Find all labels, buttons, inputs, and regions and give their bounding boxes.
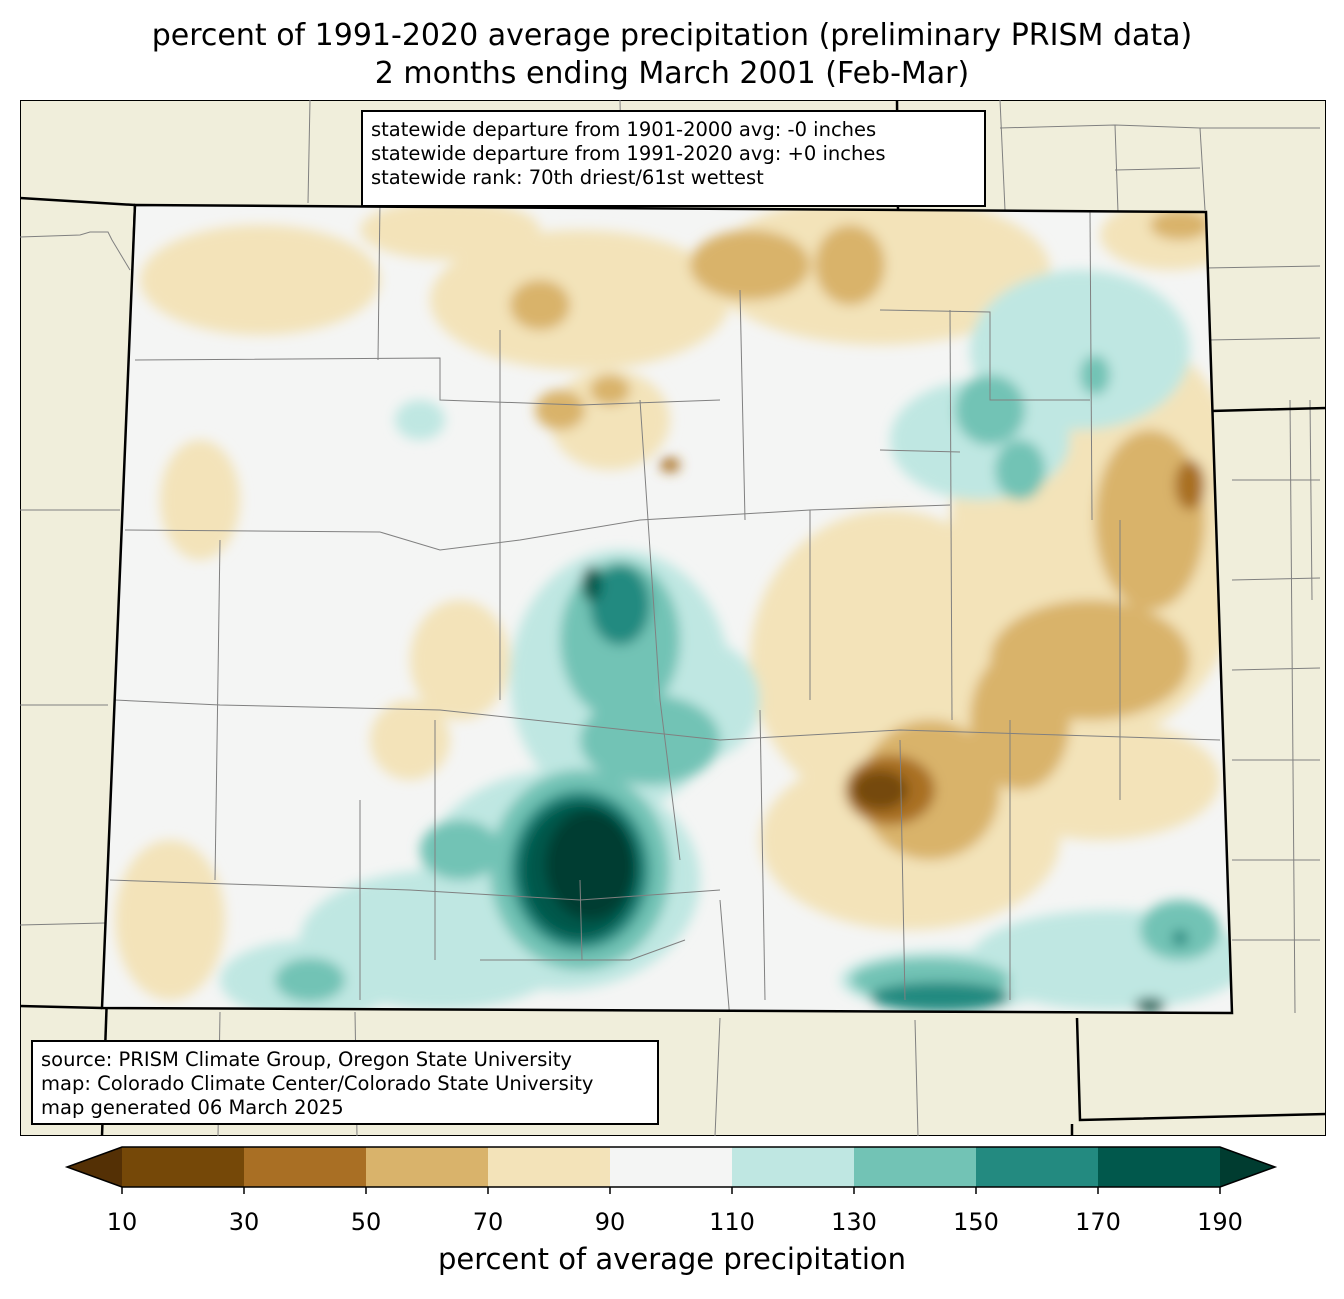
colorbar-segment: [854, 1147, 976, 1187]
colorbar-segment: [1098, 1147, 1220, 1187]
colorbar-segment: [122, 1147, 244, 1187]
county-lines: [109, 205, 1221, 1013]
stats-departure-1991: statewide departure from 1991-2020 avg: …: [371, 142, 886, 165]
colorbar: 10 30 50 70 90 110 130 150 170 190: [64, 1146, 1278, 1236]
colorbar-label: percent of average precipitation: [437, 1242, 907, 1276]
source-line3: map generated 06 March 2025: [41, 1096, 344, 1119]
colorbar-tick-label: 10: [107, 1208, 138, 1236]
colorbar-tick-label: 190: [1197, 1208, 1243, 1236]
colorbar-tick-label: 90: [595, 1208, 626, 1236]
colorado-border: [100, 203, 1234, 1015]
colorbar-tick-label: 130: [831, 1208, 877, 1236]
map-title-line2: 2 months ending March 2001 (Feb-Mar): [374, 56, 970, 91]
stats-rank: statewide rank: 70th driest/61st wettest: [371, 166, 764, 189]
colorbar-tick-label: 150: [953, 1208, 999, 1236]
source-line1: source: PRISM Climate Group, Oregon Stat…: [41, 1048, 572, 1071]
colorbar-tick-label: 170: [1075, 1208, 1121, 1236]
stats-departure-1901: statewide departure from 1901-2000 avg: …: [371, 118, 877, 141]
colorbar-segment: [610, 1147, 732, 1187]
colorbar-segment: [244, 1147, 366, 1187]
colorbar-segment: [976, 1147, 1098, 1187]
colorbar-segment: [488, 1147, 610, 1187]
source-line2: map: Colorado Climate Center/Colorado St…: [41, 1072, 594, 1095]
colorbar-tick-label: 70: [473, 1208, 504, 1236]
map-title-line1: percent of 1991-2020 average precipitati…: [151, 18, 1193, 53]
colorbar-over-arrow: [1220, 1147, 1275, 1187]
statewide-stats-box: statewide departure from 1901-2000 avg: …: [361, 110, 986, 207]
colorbar-tick-label: 30: [229, 1208, 260, 1236]
colorbar-under-arrow: [67, 1147, 122, 1187]
colorbar-tick-label: 50: [351, 1208, 382, 1236]
precipitation-field: [102, 205, 1232, 1013]
colorbar-tick-label: 110: [709, 1208, 755, 1236]
precipitation-map: [20, 100, 1326, 1136]
source-box: source: PRISM Climate Group, Oregon Stat…: [31, 1040, 659, 1125]
colorbar-segment: [366, 1147, 488, 1187]
colorbar-segment: [732, 1147, 854, 1187]
